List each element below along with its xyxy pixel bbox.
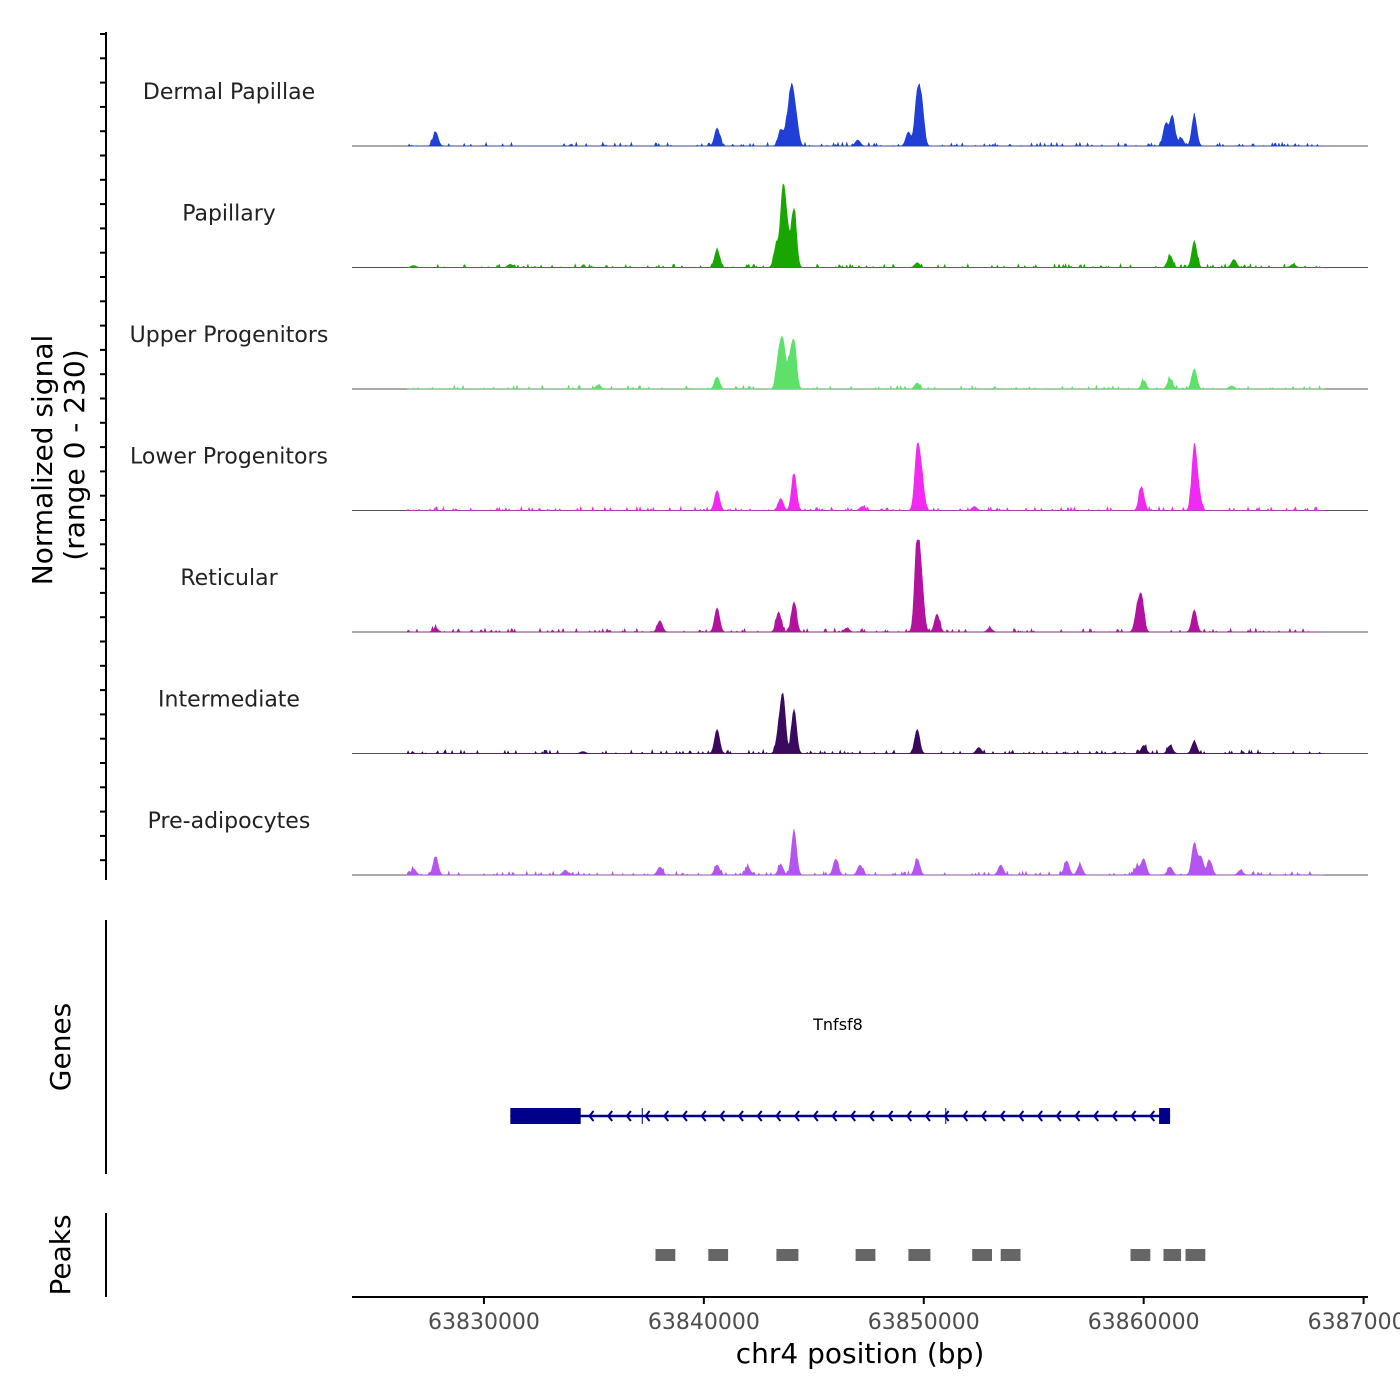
track-label: Intermediate [158, 688, 300, 713]
strand-arrow [924, 1110, 931, 1122]
track-label: Papillary [182, 202, 276, 227]
x-axis-title: chr4 position (bp) [736, 1337, 985, 1370]
strand-arrow [588, 1110, 595, 1122]
genes-panel-label: Genes [44, 1003, 77, 1091]
track-signal [406, 539, 1324, 633]
strand-arrow [1111, 1110, 1118, 1122]
strand-arrow [756, 1110, 763, 1122]
strand-arrow [644, 1110, 651, 1122]
strand-arrow [906, 1110, 913, 1122]
peak-region [708, 1249, 729, 1261]
strand-arrow [1149, 1110, 1156, 1122]
strand-arrow [868, 1110, 875, 1122]
strand-arrow [849, 1110, 856, 1122]
peak-region [1000, 1249, 1021, 1261]
strand-arrow [737, 1110, 744, 1122]
strand-arrow [1074, 1110, 1081, 1122]
y-title-line1: Normalized signal [26, 335, 59, 586]
track-papillary: Papillary [182, 183, 1368, 269]
track-lower-progenitors: Lower Progenitors [130, 442, 1368, 512]
strand-arrow [831, 1110, 838, 1122]
strand-arrow [1055, 1110, 1062, 1122]
y-title-line2: (range 0 - 230) [58, 349, 91, 560]
x-tick-label: 63840000 [648, 1310, 760, 1335]
peak-region [1185, 1249, 1206, 1261]
track-dermal-papillae: Dermal Papillae [143, 80, 1368, 147]
track-signal [407, 335, 1325, 390]
gene-exon [1159, 1108, 1171, 1124]
track-signal [407, 82, 1324, 147]
peaks-panel-label: Peaks [44, 1214, 77, 1295]
strand-arrow [999, 1110, 1006, 1122]
strand-arrow [962, 1110, 969, 1122]
x-ticks: 63830000 63840000 63850000 63860000 63870000 [428, 1297, 1400, 1335]
track-label: Lower Progenitors [130, 445, 328, 470]
track-intermediate: Intermediate [158, 688, 1368, 755]
peak-regions [655, 1249, 1206, 1261]
gene-model [510, 1108, 1171, 1124]
peak-region [972, 1249, 992, 1261]
strand-arrow [812, 1110, 819, 1122]
peak-region [1163, 1249, 1182, 1261]
x-tick-label: 63870000 [1308, 1310, 1400, 1335]
y-axis-title: Normalized signal (range 0 - 230) [26, 335, 91, 586]
gene-exon [510, 1108, 581, 1124]
track-signal [406, 692, 1324, 755]
strand-arrow [606, 1110, 613, 1122]
track-reticular: Reticular [180, 539, 1368, 633]
strand-arrow [719, 1110, 726, 1122]
track-upper-progenitors: Upper Progenitors [130, 323, 1368, 390]
strand-arrow [1092, 1110, 1099, 1122]
tracks-group: Dermal Papillae Papillary Upper Progenitor… [130, 80, 1368, 876]
track-label: Dermal Papillae [143, 80, 315, 105]
gene-name-label: Tnfsf8 [812, 1015, 863, 1034]
strand-arrow [980, 1110, 987, 1122]
strand-arrow [700, 1110, 707, 1122]
track-signal [406, 183, 1324, 269]
strand-arrow [625, 1110, 632, 1122]
track-label: Upper Progenitors [130, 323, 329, 348]
track-label: Pre-adipocytes [148, 809, 311, 834]
strand-arrow [775, 1110, 782, 1122]
track-signal [406, 829, 1324, 876]
track-pre-adipocytes: Pre-adipocytes [148, 809, 1368, 876]
x-tick-label: 63830000 [428, 1310, 540, 1335]
peak-region [1130, 1249, 1151, 1261]
strand-arrow [1018, 1110, 1025, 1122]
track-label: Reticular [180, 566, 278, 591]
peak-region [855, 1249, 876, 1261]
x-tick-label: 63850000 [868, 1310, 980, 1335]
y-ticks [100, 33, 106, 862]
peak-region [655, 1249, 676, 1261]
strand-arrow [662, 1110, 670, 1122]
strand-arrow [887, 1110, 894, 1122]
strand-arrow [1036, 1110, 1043, 1122]
strand-arrow [943, 1110, 950, 1122]
peak-region [908, 1249, 931, 1261]
strand-arrow [793, 1110, 800, 1122]
peak-region [776, 1249, 799, 1261]
strand-arrow [681, 1110, 688, 1122]
track-signal [406, 442, 1324, 512]
x-tick-label: 63860000 [1088, 1310, 1200, 1335]
strand-arrow [1130, 1110, 1137, 1122]
